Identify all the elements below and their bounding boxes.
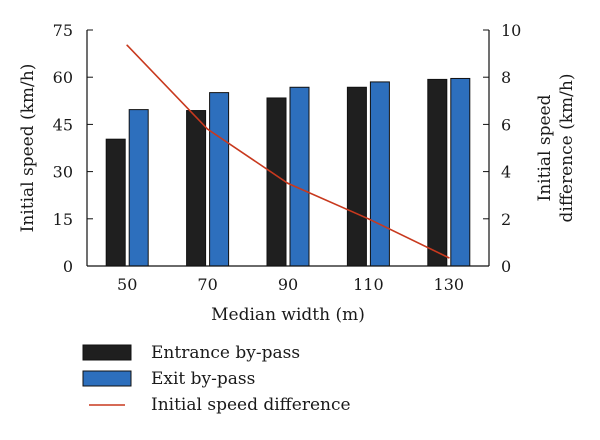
x-tick-label: 90 [278, 275, 298, 294]
x-axis-title: Median width (m) [211, 305, 365, 325]
left-tick-label: 0 [63, 257, 73, 276]
line-point-130 [447, 256, 450, 259]
right-tick-label: 2 [501, 210, 511, 229]
legend-label-exit-by-pass: Exit by-pass [151, 369, 255, 389]
legend-label-entrance-by-pass: Entrance by-pass [151, 343, 300, 363]
bar-entrance-by-pass-110 [346, 86, 367, 267]
left-tick-label: 60 [53, 68, 73, 87]
x-tick-label: 50 [117, 275, 137, 294]
line-initial-speed-difference [126, 44, 450, 259]
bar-entrance-by-pass-90 [266, 97, 287, 267]
bar-exit-by-pass-110 [369, 81, 390, 267]
bar-exit-by-pass-130 [450, 77, 471, 267]
right-axis-title-line-1: Initial speed [535, 94, 555, 201]
plot-area [105, 44, 471, 267]
left-tick-label: 30 [53, 163, 73, 182]
legend: Entrance by-pass Exit by-pass Initial spee… [82, 343, 351, 415]
right-tick-label: 8 [501, 68, 511, 87]
bar-entrance-by-pass-130 [427, 78, 448, 267]
bar-entrance-by-pass-70 [186, 110, 207, 267]
right-tick-label: 10 [501, 21, 521, 40]
x-tick-label: 130 [434, 275, 465, 294]
legend-swatch-entrance-by-pass [82, 344, 132, 361]
bar-entrance-by-pass-50 [105, 138, 126, 267]
x-tick-label: 70 [197, 275, 217, 294]
line-point-50 [126, 44, 129, 47]
right-tick-label: 6 [501, 115, 511, 134]
legend-label-initial-speed-difference: Initial speed difference [151, 395, 351, 415]
left-tick-label: 75 [53, 21, 73, 40]
bar-exit-by-pass-50 [128, 109, 149, 267]
right-tick-label: 4 [501, 163, 511, 182]
legend-swatch-exit-by-pass [82, 370, 132, 387]
bar-exit-by-pass-90 [289, 86, 310, 267]
left-axis-title: Initial speed (km/h) [18, 64, 38, 233]
left-tick-label: 15 [53, 210, 73, 229]
right-axis-title-line-2: difference (km/h) [557, 74, 577, 223]
axes: 0 15 30 45 60 75 0 2 4 6 8 10 50 70 90 110 130 Median wid… [18, 21, 577, 325]
line-point-90 [287, 182, 289, 185]
line-point-110 [367, 217, 370, 220]
right-tick-label: 0 [501, 257, 511, 276]
line-point-70 [206, 128, 209, 131]
bar-exit-by-pass-70 [209, 92, 230, 267]
left-tick-label: 45 [53, 115, 73, 134]
x-tick-label: 110 [353, 275, 384, 294]
